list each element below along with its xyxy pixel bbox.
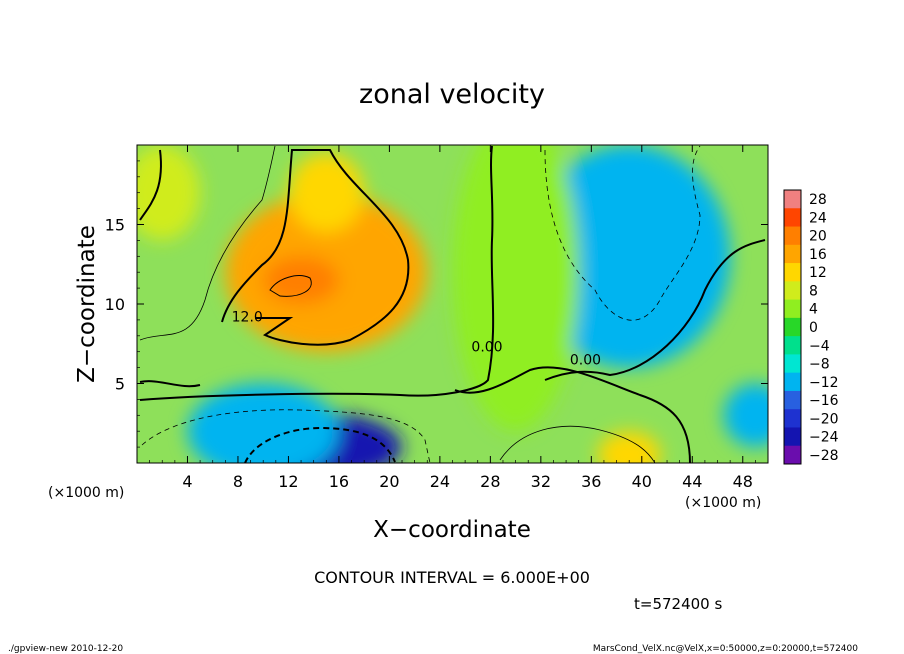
- colorbar-swatch-5: [784, 281, 801, 301]
- colorbar-label-0: 28: [809, 192, 827, 208]
- field-region-1: [263, 256, 339, 304]
- colorbar-swatch-11: [784, 390, 801, 410]
- colorbar-label-7: 0: [809, 320, 818, 336]
- colorbar-swatch-10: [784, 372, 801, 392]
- colorbar-label-13: −24: [809, 430, 839, 446]
- field-region-10: [452, 145, 579, 432]
- contour-left-upper: [139, 149, 162, 221]
- colorbar-label-8: −4: [809, 338, 830, 354]
- contour-label-2: 0.00: [570, 352, 601, 368]
- colorbar-frame: [783, 189, 802, 465]
- field-region-8: [597, 431, 661, 463]
- contour-label-0: 12.0: [232, 309, 263, 325]
- colorbar-label-12: −20: [809, 411, 839, 427]
- x-unit-label-right: (×1000 m): [685, 495, 761, 511]
- x-tick-label-8: 36: [581, 472, 601, 491]
- colorbar-swatch-3: [784, 244, 801, 264]
- colorbar-swatch-2: [784, 226, 801, 246]
- colorbar-swatch-13: [784, 427, 801, 447]
- chart-title: zonal velocity: [359, 79, 545, 110]
- field-region-2: [288, 152, 365, 233]
- y-axis-label: Z−coordinate: [74, 225, 100, 383]
- contour-interval-text: CONTOUR INTERVAL = 6.000E+00: [314, 568, 590, 587]
- x-tick-label-4: 20: [379, 472, 399, 491]
- colorbar-label-9: −8: [809, 357, 830, 373]
- colorbar-swatch-9: [784, 354, 801, 374]
- field-region-4: [187, 383, 339, 463]
- contour-neg-six: [141, 409, 431, 463]
- colorbar-swatch-8: [784, 336, 801, 355]
- x-tick-label-11: 48: [733, 472, 753, 491]
- x-tick-label-9: 40: [632, 472, 652, 491]
- contour-neg-twelve: [244, 426, 396, 463]
- colorbar-swatch-7: [784, 317, 801, 337]
- field-region-6: [578, 256, 680, 352]
- y-tick-label-0: 5: [115, 375, 125, 394]
- x-tick-label-0: 4: [182, 472, 192, 491]
- colorbar: 28 24 20 16 12 8 4 0 −4 −8 −12 −16 −20 −24 −28: [783, 189, 839, 465]
- colorbar-label-2: 20: [809, 229, 827, 245]
- contour-six: [139, 145, 276, 341]
- footer-left-text: ./gpview-new 2010-12-20: [8, 644, 123, 654]
- y-tick-label-2: 15: [105, 216, 125, 235]
- colorbar-label-6: 4: [809, 302, 818, 318]
- colorbar-swatch-6: [784, 299, 801, 319]
- contour-zero-lower-right: [454, 366, 691, 463]
- colorbar-swatch-4: [784, 263, 801, 282]
- colorbar-label-11: −16: [809, 393, 839, 409]
- colorbar-swatch-12: [784, 409, 801, 428]
- x-tick-label-10: 44: [682, 472, 702, 491]
- x-tick-label-7: 32: [531, 472, 551, 491]
- x-unit-label-left: (×1000 m): [48, 485, 124, 501]
- x-tick-label-5: 24: [430, 472, 450, 491]
- colorbar-label-1: 24: [809, 210, 827, 226]
- field-region-9: [137, 145, 201, 241]
- footer-right-text: MarsCond_VelX.nc@VelX,x=0:50000,z=0:2000…: [593, 644, 858, 654]
- x-tick-label-3: 16: [329, 472, 349, 491]
- colorbar-label-10: −12: [809, 375, 839, 391]
- x-axis-label: X−coordinate: [373, 517, 531, 543]
- velocity-field: 12.0 0.00 0.00: [137, 145, 768, 463]
- x-tick-label-2: 12: [278, 472, 298, 491]
- y-tick-label-1: 10: [105, 295, 125, 314]
- x-tick-label-1: 8: [233, 472, 243, 491]
- contour-neg-six-right: [544, 145, 701, 321]
- colorbar-label-5: 8: [809, 283, 818, 299]
- x-tick-label-6: 28: [480, 472, 500, 491]
- contour-twelve: [221, 149, 410, 346]
- time-text: t=572400 s: [634, 595, 722, 613]
- colorbar-swatch-1: [784, 208, 801, 228]
- contour-zero-left: [139, 145, 495, 401]
- contour-label-1: 0.00: [471, 340, 502, 356]
- contour-six-right: [499, 425, 656, 463]
- contour-zero-bottom: [139, 380, 201, 388]
- colorbar-label-14: −28: [809, 448, 839, 464]
- contour-eighteen: [269, 275, 312, 297]
- field-region-7: [723, 383, 768, 448]
- colorbar-swatch-14: [784, 445, 801, 465]
- colorbar-swatch-0: [784, 190, 801, 209]
- field-region-5: [528, 145, 731, 368]
- contour-zero-right: [544, 239, 766, 381]
- colorbar-label-4: 12: [809, 265, 827, 281]
- colorbar-label-3: 16: [809, 247, 827, 263]
